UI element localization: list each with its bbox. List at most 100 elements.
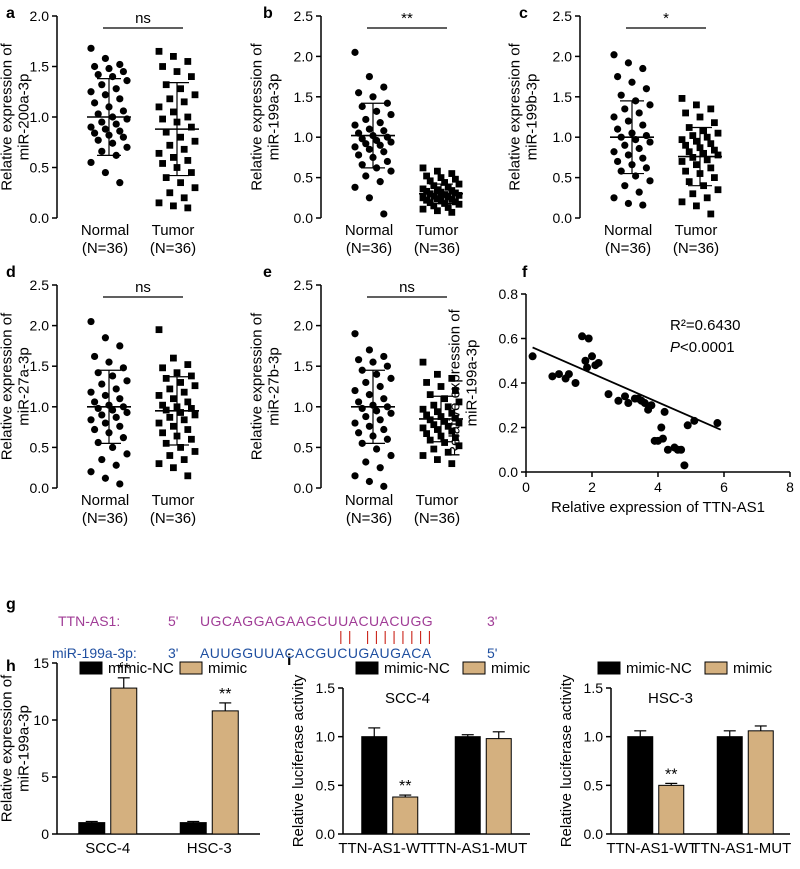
panel-c-normal-point	[624, 199, 633, 208]
panel-f-point	[680, 461, 689, 470]
panel-c-normal-point	[621, 105, 629, 113]
panel-c-tumor-point	[689, 190, 697, 198]
panel-c-normal-point	[639, 121, 647, 129]
panel-d-tumor-point	[159, 401, 166, 409]
panel-c-normal-point	[617, 167, 625, 175]
panel-f-point	[564, 370, 573, 379]
panel-d-normal-point	[101, 474, 109, 482]
panel-e-normal-point	[351, 386, 359, 395]
panel-d-normal-point	[116, 395, 124, 403]
panel-d-normal-point	[105, 358, 113, 366]
panel-c: c 0.0 0.5 1.0 1.5 2.0 2.5 Relative expression o…	[507, 5, 722, 257]
panel-e-normal-point	[387, 451, 395, 460]
panel-a-normal-point	[119, 133, 127, 141]
panel-d-normal-point	[123, 408, 131, 417]
panel-c-tumor-point	[707, 105, 715, 113]
panel-h-legend-swatch	[79, 661, 103, 675]
panel-b-category-n: (N=36)	[414, 240, 460, 257]
panel-d-tumor-point	[191, 448, 199, 455]
panel-e-normal-point	[373, 445, 381, 453]
panel-f-y-label: Relative expression of	[447, 308, 464, 456]
panel-a-y-tick-label: 2.0	[30, 8, 50, 24]
panel-b-y-tick-label: 1.5	[294, 89, 314, 105]
panel-b-normal-point	[351, 183, 359, 191]
panel-b-normal-point	[365, 194, 373, 202]
panel-c-tumor-point	[703, 133, 711, 141]
panel-a-tumor-point	[170, 202, 177, 210]
panel-e-normal-point	[380, 425, 388, 434]
panel-c-category-label: Normal	[604, 222, 652, 239]
panel-f-point	[677, 445, 686, 454]
panel-a-tumor-point	[162, 81, 170, 89]
panel-f-y-tick-label: 0.2	[499, 420, 519, 436]
panel-f-pvalue: P<0.0001	[670, 339, 735, 356]
panel-a-tumor-point	[166, 95, 174, 103]
panel-h-legend-label: mimic-NC	[108, 660, 174, 677]
panel-b-normal-point	[362, 115, 370, 124]
panel-b-normal-point	[373, 107, 381, 115]
panel-f-y-tick-label: 0.6	[499, 331, 519, 347]
panel-a-normal-point	[105, 64, 113, 73]
panel-a-tumor-point	[184, 113, 192, 121]
panel-a-normal-point	[101, 54, 109, 63]
panel-d-normal-point	[116, 422, 124, 430]
panel-d-tumor-point	[170, 354, 177, 362]
panel-d-y-tick-label: 1.0	[30, 399, 50, 415]
panel-e-normal-point	[383, 435, 391, 443]
panel-c-normal-point	[646, 138, 654, 146]
panel-d-normal-point	[112, 413, 120, 421]
panel-b-normal-point	[376, 119, 384, 127]
panel-f-r2: R²=0.6430	[670, 317, 740, 334]
panel-b-y-tick-label: 2.0	[294, 48, 314, 64]
panel-c-y-label: Relative expression of	[507, 42, 524, 190]
panel-c-normal-point	[639, 64, 647, 73]
panel-c-normal-point	[610, 194, 618, 202]
panel-a-tumor-point	[177, 179, 184, 187]
panel-d-normal-point	[101, 419, 109, 427]
panel-d-normal-point	[91, 398, 99, 406]
panel-a-tumor-point	[180, 194, 188, 202]
panel-a-normal-point	[109, 139, 117, 147]
panel-e-tumor-point	[437, 383, 445, 390]
seq-ttn-3end: 3'	[487, 613, 498, 629]
panel-f-point	[588, 352, 596, 361]
panel-b-y-tick-label: 0.5	[294, 170, 314, 186]
panel-b-category-label: Normal	[345, 222, 393, 239]
panel-a-category-label: Normal	[81, 222, 129, 239]
panel-d-normal-point	[109, 406, 117, 414]
panel-c-sig-label: *	[663, 10, 669, 27]
panel-i-bar-mimic-nc	[361, 736, 388, 835]
panel-b-tumor-point	[444, 193, 452, 201]
panel-f-point	[528, 352, 537, 361]
panel-b-y-tick-label: 1.0	[294, 129, 314, 145]
panel-e-normal-point	[362, 412, 370, 421]
panel-d-normal-point	[98, 380, 106, 388]
panel-c-tumor-point	[693, 137, 700, 145]
panel-d-tumor-point	[191, 382, 199, 390]
panel-c-tumor-point	[682, 167, 689, 175]
panel-e-tumor-point	[430, 421, 438, 429]
panel-d-tumor-point	[155, 460, 163, 468]
panel-i-legend-swatch	[597, 661, 621, 675]
panel-b-tumor-point	[455, 180, 463, 188]
seq-pair-marks: || ||||||||	[339, 628, 437, 644]
panel-d-y-tick-label: 0.0	[30, 480, 50, 496]
panel-f-x-tick-label: 2	[588, 479, 596, 495]
panel-a-tumor-point	[159, 63, 166, 70]
panel-c-normal-point	[646, 101, 654, 109]
panel-h-y-tick-label: 15	[33, 655, 49, 671]
panel-b-y-label: Relative expression of	[249, 42, 266, 190]
panel-i-y-label: Relative luciferase activity	[558, 674, 575, 847]
panel-f-p-number: <0.0001	[680, 339, 735, 356]
panel-b-tumor-point	[441, 191, 448, 198]
panel-e-tumor-point	[434, 456, 441, 463]
panel-a-tumor-point	[159, 160, 166, 167]
panel-c-normal-point	[617, 91, 625, 99]
panel-e-tumor-point	[452, 434, 459, 442]
panel-c-tumor-point	[689, 132, 697, 139]
panel-c-tumor-point	[678, 198, 686, 206]
panel-f-point	[584, 334, 593, 343]
panel-c-normal-point	[639, 201, 647, 209]
panel-i-title: HSC-3	[648, 690, 693, 707]
panel-i-bar-mimic-nc	[454, 736, 481, 835]
